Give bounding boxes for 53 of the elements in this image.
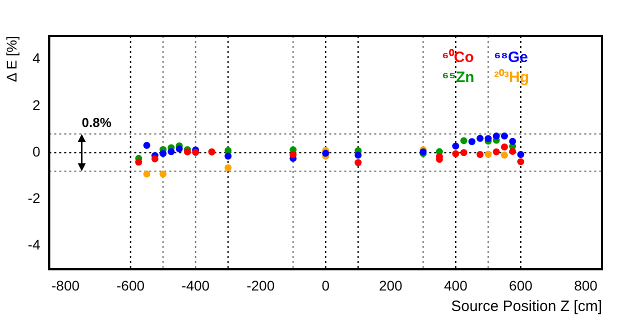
- y-tick-label: 0: [32, 143, 40, 160]
- x-tick-label: 200: [378, 277, 403, 294]
- point: [460, 149, 468, 156]
- point: [500, 152, 508, 159]
- x-tick-label: 0: [322, 277, 330, 294]
- x-tick-label: -400: [182, 277, 210, 294]
- point: [160, 170, 167, 178]
- point: [322, 150, 330, 157]
- point: [500, 132, 508, 140]
- x-tick-label: -600: [116, 277, 145, 294]
- point: [468, 138, 476, 146]
- text: ⁶⁰Co: [442, 48, 474, 66]
- y-tick-label: -2: [28, 190, 40, 206]
- x-tick-label: 600: [509, 277, 533, 294]
- point: [484, 135, 492, 142]
- point: [460, 137, 468, 144]
- point: [452, 142, 460, 150]
- point: [143, 142, 150, 149]
- point: [500, 144, 508, 151]
- annotation: 0.8%: [82, 115, 112, 130]
- point: [135, 158, 142, 166]
- x-tick-label: -200: [246, 277, 275, 294]
- x-tick-label: 800: [574, 277, 598, 294]
- y-tick-label: 4: [32, 50, 40, 66]
- point: [492, 132, 500, 140]
- point: [484, 150, 492, 158]
- point: [517, 158, 524, 166]
- point: [354, 159, 362, 166]
- point: [160, 150, 167, 158]
- text: ⁶⁵Zn: [442, 69, 474, 86]
- text: ²⁰³Hg: [494, 68, 529, 86]
- point: [452, 150, 460, 158]
- point: [476, 150, 484, 158]
- y-tick-label: 2: [32, 96, 40, 113]
- point: [290, 151, 297, 158]
- x-tick-label: -800: [51, 277, 80, 294]
- point: [176, 145, 183, 152]
- point: [151, 155, 158, 162]
- y-tick-label: -4: [28, 236, 40, 253]
- x-axis-title: Source Position Z [cm]: [451, 298, 602, 316]
- y-axis-title: Δ E [%]: [3, 36, 20, 82]
- point: [168, 148, 175, 156]
- point: [509, 148, 516, 155]
- point: [517, 150, 524, 158]
- point: [492, 148, 500, 156]
- point: [224, 152, 232, 160]
- point: [354, 152, 362, 159]
- point: [476, 134, 484, 142]
- x-tick-label: 400: [444, 277, 468, 294]
- point: [224, 164, 232, 172]
- point: [143, 170, 150, 178]
- text: ⁶⁸Ge: [494, 49, 528, 66]
- point: [509, 138, 516, 145]
